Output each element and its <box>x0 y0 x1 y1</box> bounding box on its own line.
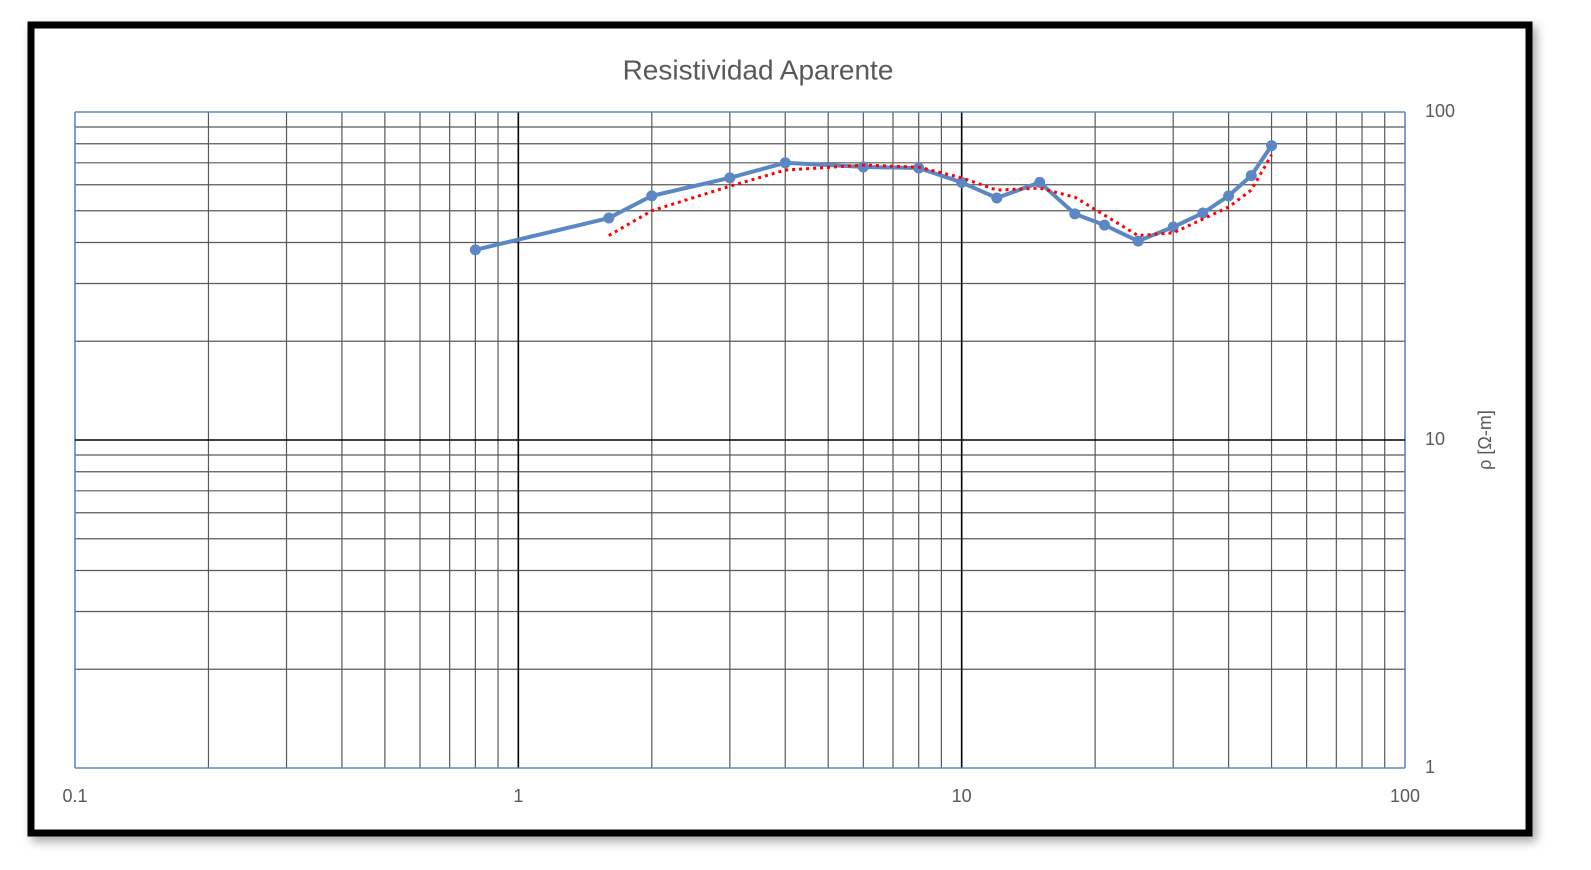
x-tick-label: 1 <box>513 786 523 806</box>
data-point <box>1069 208 1081 220</box>
y-tick-label: 1 <box>1425 757 1435 777</box>
data-point <box>646 190 658 202</box>
data-point <box>1245 170 1257 182</box>
data-point <box>1167 221 1179 233</box>
frame <box>27 21 1533 837</box>
data-point <box>991 192 1003 204</box>
plot <box>469 140 1278 256</box>
grid <box>74 111 1406 769</box>
x-tick-label: 10 <box>952 786 972 806</box>
x-tick-label: 0.1 <box>62 786 87 806</box>
data-point <box>779 157 791 169</box>
data-point <box>1132 235 1144 247</box>
data-point <box>1223 190 1235 202</box>
x-tick-label: 100 <box>1390 786 1420 806</box>
data-point <box>1197 207 1209 219</box>
data-point <box>1034 176 1046 188</box>
data-point <box>724 172 736 184</box>
y-axis-label: ρ [Ω-m] <box>1475 410 1495 470</box>
data-point <box>857 161 869 173</box>
data-point <box>603 212 615 224</box>
y-tick-label: 100 <box>1425 101 1455 121</box>
data-point <box>469 244 481 256</box>
y-tick-label: 10 <box>1425 429 1445 449</box>
data-point <box>956 176 968 188</box>
chart-title: Resistividad Aparente <box>623 54 894 85</box>
data-point <box>1099 219 1111 231</box>
data-point <box>1266 140 1278 152</box>
